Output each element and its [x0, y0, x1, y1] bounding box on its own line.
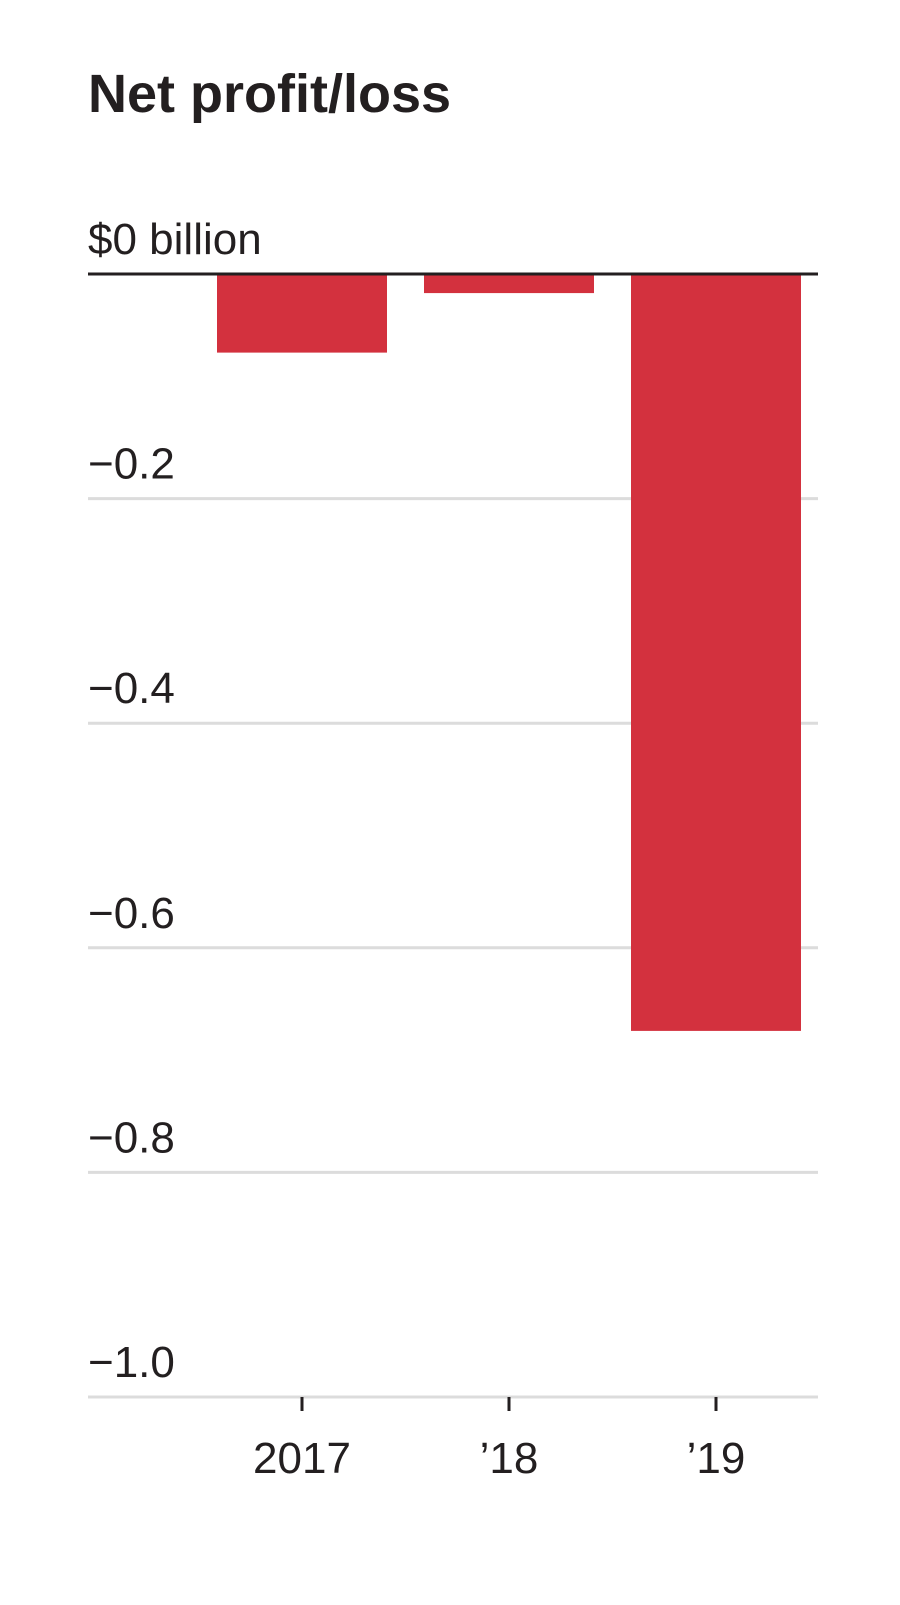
bar: [217, 274, 387, 353]
chart-title: Net profit/loss: [88, 64, 451, 124]
y-tick-label: −0.6: [88, 889, 175, 938]
y-tick-label: −0.4: [88, 664, 175, 713]
x-tick-label: ’19: [687, 1434, 746, 1483]
y-tick-label: −0.8: [88, 1113, 175, 1162]
bar: [631, 274, 801, 1031]
x-tick-label: 2017: [253, 1434, 351, 1483]
y-tick-label: −1.0: [88, 1338, 175, 1387]
bar: [424, 274, 594, 294]
x-tick-label: ’18: [480, 1434, 539, 1483]
y-tick-label: −0.2: [88, 440, 175, 489]
y-tick-label: $0 billion: [88, 215, 262, 264]
